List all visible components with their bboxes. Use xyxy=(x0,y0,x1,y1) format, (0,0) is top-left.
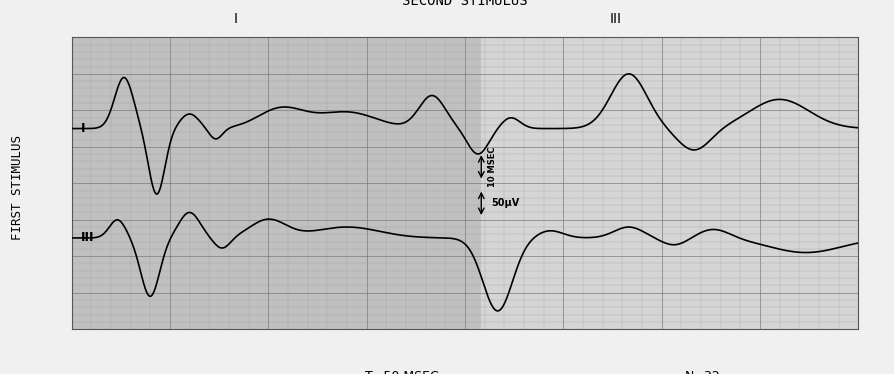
Text: III: III xyxy=(81,232,95,245)
Text: 10 MSEC: 10 MSEC xyxy=(488,147,497,187)
Text: FIRST STIMULUS: FIRST STIMULUS xyxy=(12,135,24,239)
Text: III: III xyxy=(610,12,621,26)
Bar xyxy=(72,37,481,329)
Text: 50μV: 50μV xyxy=(491,198,519,208)
Bar xyxy=(481,37,858,329)
Text: SECOND STIMULUS: SECOND STIMULUS xyxy=(402,0,527,8)
Text: I: I xyxy=(81,122,86,135)
Text: N=32: N=32 xyxy=(685,370,721,374)
Text: T=50 MSEC: T=50 MSEC xyxy=(365,370,439,374)
Text: I: I xyxy=(233,12,238,26)
